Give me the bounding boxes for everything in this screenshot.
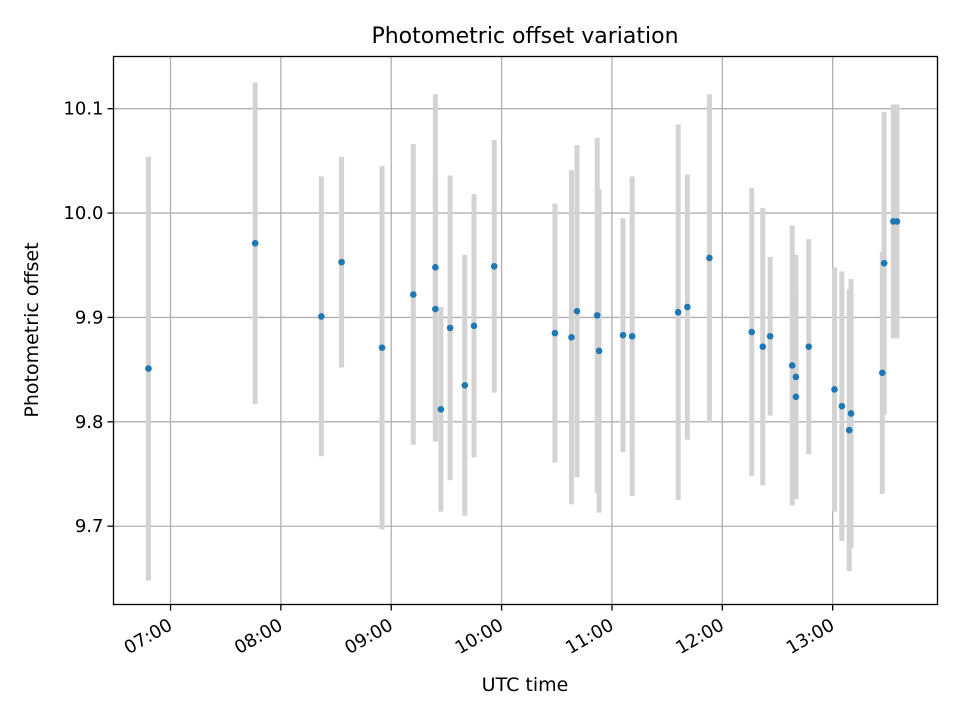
data-point xyxy=(490,263,498,270)
data-point xyxy=(410,291,417,298)
data-point xyxy=(880,259,888,267)
data-point xyxy=(145,365,152,372)
data-point xyxy=(788,362,796,369)
grid-layer xyxy=(113,56,938,605)
y-tick-label: 9.7 xyxy=(75,516,104,537)
marker-layer xyxy=(145,218,901,434)
data-point xyxy=(573,307,581,315)
y-axis-label: Photometric offset xyxy=(21,242,43,417)
data-point xyxy=(766,332,774,340)
data-point xyxy=(847,410,855,417)
data-point xyxy=(338,258,345,266)
y-tick-label: 9.8 xyxy=(75,412,104,433)
data-point xyxy=(446,324,454,332)
data-point xyxy=(879,369,886,377)
plot-frame xyxy=(112,55,939,606)
data-point xyxy=(792,393,800,401)
y-tick-label: 9.9 xyxy=(75,307,104,328)
y-tick-label: 10.0 xyxy=(63,203,103,224)
data-point xyxy=(619,331,627,339)
data-point xyxy=(551,329,559,337)
chart-title: Photometric offset variation xyxy=(371,24,678,49)
data-point xyxy=(378,344,386,352)
data-point xyxy=(593,312,601,319)
data-point xyxy=(432,305,439,313)
data-point xyxy=(568,333,575,341)
data-point xyxy=(628,332,636,340)
data-point xyxy=(706,254,713,262)
data-point xyxy=(838,402,846,410)
data-point xyxy=(461,382,469,389)
x-axis-label: UTC time xyxy=(482,674,569,696)
data-point xyxy=(318,313,325,320)
data-point xyxy=(437,406,445,413)
data-point xyxy=(805,343,813,350)
data-point xyxy=(595,347,603,355)
data-point xyxy=(470,322,478,330)
data-point xyxy=(845,426,853,434)
data-point xyxy=(674,308,682,316)
data-point xyxy=(792,373,800,381)
y-tick-label: 10.1 xyxy=(63,99,103,120)
data-point xyxy=(684,303,691,311)
data-point xyxy=(748,328,756,336)
data-point xyxy=(893,218,901,225)
data-point xyxy=(432,264,439,271)
data-point xyxy=(831,386,838,393)
data-point xyxy=(251,240,259,247)
data-point xyxy=(759,343,767,350)
